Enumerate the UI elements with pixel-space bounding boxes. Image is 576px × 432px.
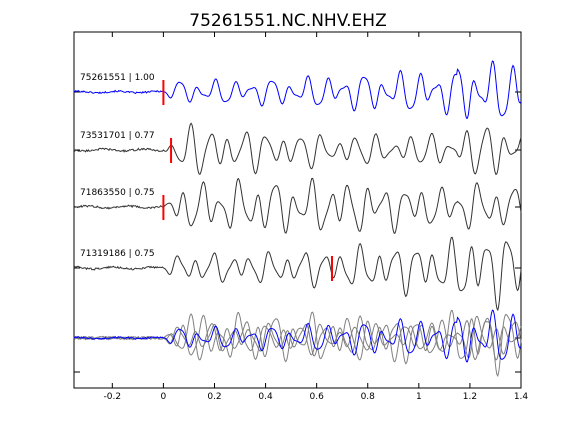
trace-label: 71319186 | 0.75: [80, 249, 155, 259]
x-tick-label: -0.2: [104, 392, 122, 402]
x-tick-label: 0.2: [207, 392, 221, 402]
trace-label: 73531701 | 0.77: [80, 131, 155, 141]
trace-line: [73, 236, 522, 312]
trace-label: 75261551 | 1.00: [80, 73, 155, 83]
trace-line: [73, 60, 522, 119]
x-tick-label: 0.4: [258, 392, 273, 402]
trace-line: [73, 122, 522, 176]
chart-title: 75261551.NC.NHV.EHZ: [189, 11, 386, 31]
x-tick-label: 0.8: [361, 392, 376, 402]
x-tick-label: 1: [416, 392, 422, 402]
stack-line: [73, 313, 522, 361]
stack-line: [73, 309, 522, 363]
stack-line: [73, 309, 522, 377]
overlay-stack: [73, 309, 522, 377]
x-tick-label: 0.6: [309, 392, 324, 402]
trace-line: [73, 177, 522, 235]
x-tick-label: 1.2: [463, 392, 477, 402]
x-tick-label: 1.4: [514, 392, 529, 402]
trace-label: 71863550 | 0.75: [80, 188, 155, 198]
x-axis: -0.2 0 0.2 0.4 0.6 0.8 1 1.2 1.4: [104, 32, 529, 402]
x-tick-label: 0: [161, 392, 167, 402]
traces: 75261551 | 1.00 73531701 | 0.77 71863550 |…: [73, 60, 522, 312]
